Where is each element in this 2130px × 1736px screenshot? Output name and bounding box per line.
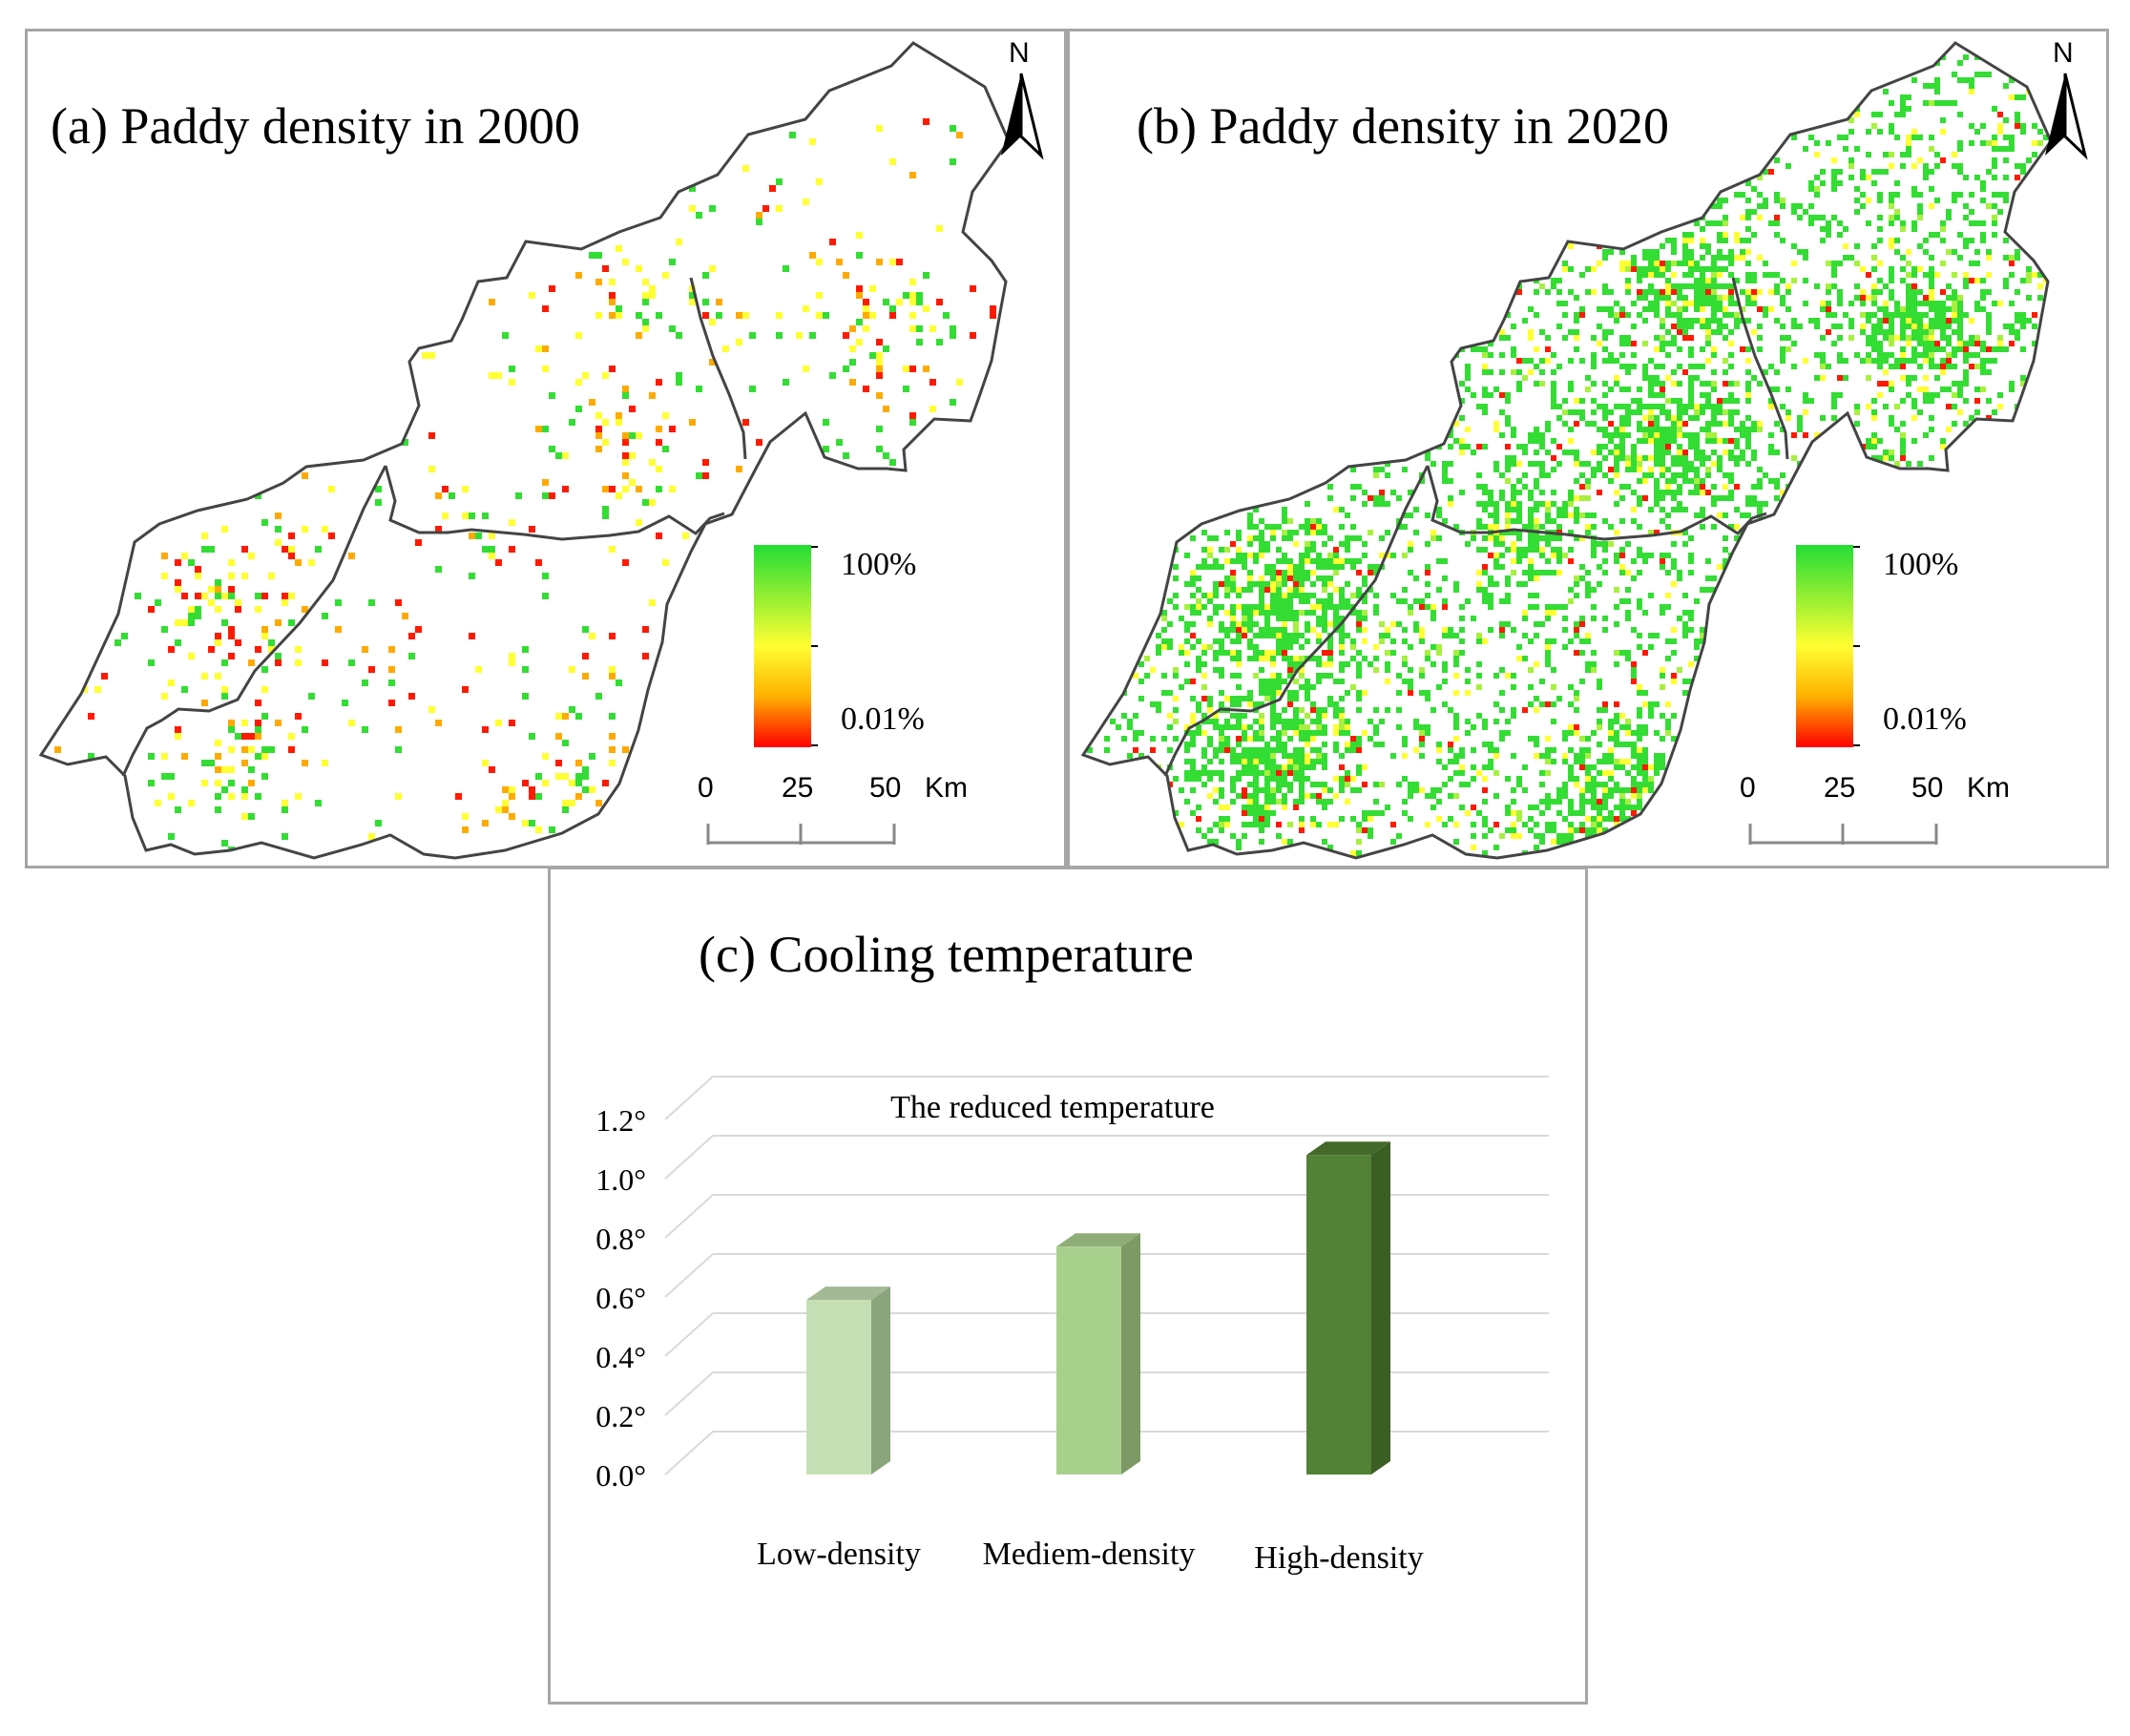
scale-tick-50: 50: [1911, 772, 1944, 804]
district-boundaries-2000: [38, 41, 1011, 860]
y-tick-label: 1.2°: [595, 1103, 646, 1138]
bar-high-density: [1306, 1141, 1390, 1475]
panel-title: (b) Paddy density in 2020: [1137, 97, 1669, 155]
legend-min-label: 0.01%: [841, 701, 925, 737]
y-tick-label: 0.2°: [595, 1399, 646, 1433]
y-tick-label: 1.0°: [595, 1162, 646, 1197]
district-boundaries-2020: [1080, 41, 2053, 860]
y-tick-label: 0.0°: [595, 1458, 646, 1493]
chart-title: The reduced temperature: [890, 1090, 1215, 1125]
x-category-label: Mediem-density: [983, 1537, 1196, 1572]
scale-unit: Km: [925, 772, 968, 804]
legend-min-label: 0.01%: [1883, 701, 1967, 737]
legend-max-label: 100%: [1883, 547, 1959, 582]
district-boundary: [121, 465, 387, 777]
district-boundary: [1426, 465, 1767, 541]
district-boundary: [1731, 277, 1789, 460]
north-label: N: [1009, 37, 1030, 69]
scale-tick-50: 50: [869, 772, 902, 804]
district-boundary: [689, 277, 747, 460]
x-category-label: High-density: [1254, 1540, 1424, 1576]
map-panel-2000: (a) Paddy density in 2000 N 100% 0.01% 0…: [25, 29, 1067, 868]
x-category-label: Low-density: [757, 1537, 921, 1572]
paddy-pixels-2000: [54, 118, 996, 853]
scale-tick-25: 25: [782, 772, 814, 804]
region-outline: [1080, 41, 2053, 860]
scale-tick-0: 0: [1740, 772, 1756, 804]
north-label: N: [2053, 37, 2074, 69]
map-panel-2020: (b) Paddy density in 2020 N 100% 0.01% 0…: [1067, 29, 2109, 868]
bar-chart: The reduced temperature 0.0° 0.2° 0.4° 0.6°…: [595, 1076, 1549, 1576]
district-boundary: [384, 465, 725, 541]
region-outline: [38, 41, 1011, 860]
scale-tick-0: 0: [698, 772, 714, 804]
district-boundary: [1163, 465, 1430, 777]
panel-title: (a) Paddy density in 2000: [51, 97, 580, 155]
chart-panel: (c) Cooling temperature The reduced temp…: [548, 867, 1588, 1705]
paddy-pixels-2020: [1087, 54, 2049, 856]
y-tick-label: 0.6°: [595, 1281, 646, 1315]
chart-panel-title: (c) Cooling temperature: [699, 926, 1194, 983]
bar-low-density: [806, 1286, 890, 1475]
map-canvas-2020: [1080, 41, 2053, 860]
legend-max-label: 100%: [841, 547, 917, 582]
scale-unit: Km: [1967, 772, 2010, 804]
scale-tick-25: 25: [1824, 772, 1856, 804]
y-tick-label: 0.8°: [595, 1222, 646, 1256]
map-canvas-2000: [38, 41, 1011, 860]
y-tick-label: 0.4°: [595, 1340, 646, 1374]
bar-mediem-density: [1056, 1233, 1140, 1475]
